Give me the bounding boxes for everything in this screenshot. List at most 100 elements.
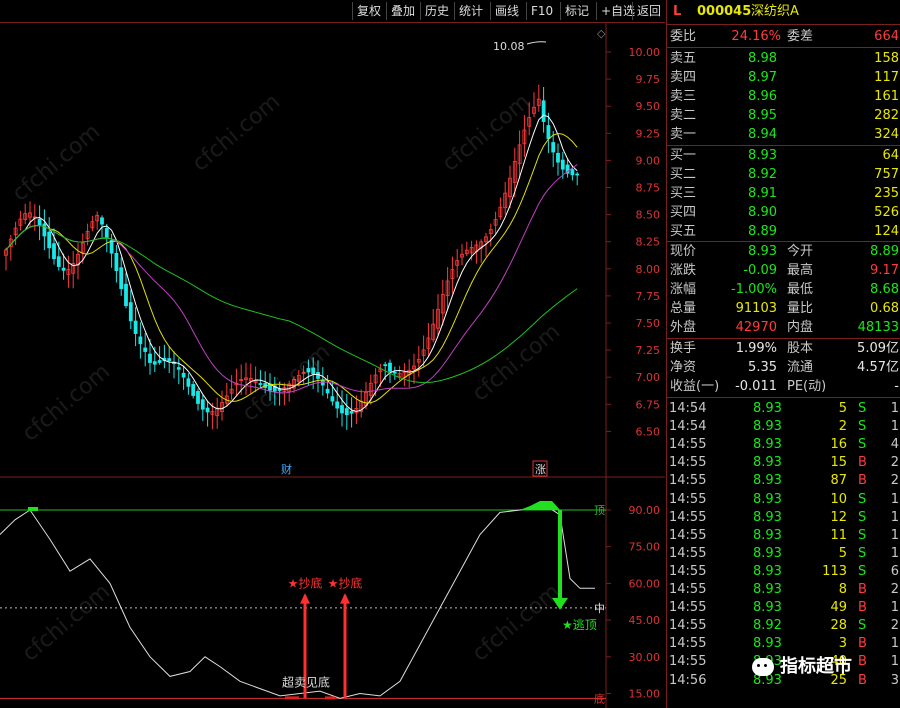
bottom-pick-signal: ★抄底 <box>328 575 363 590</box>
candle-body <box>80 242 85 253</box>
bid-row: 买二 8.92 757 <box>667 166 900 184</box>
fund-value: 4.57亿 <box>857 360 899 375</box>
toolbar-button[interactable]: 标记 <box>560 2 593 20</box>
tick-time: 14:55 <box>669 437 707 453</box>
bottom-hit-marker <box>285 696 299 700</box>
oversold-label: 超卖见底 <box>282 674 330 689</box>
tick-side: S <box>858 419 867 435</box>
tick-count: 1 <box>890 401 899 416</box>
candle-body <box>536 98 541 106</box>
ask-price: 8.94 <box>748 127 777 142</box>
toolbar-button[interactable]: +自选 <box>596 2 639 20</box>
candle-body <box>104 228 109 238</box>
stat-label: 涨跌 <box>670 263 697 278</box>
toolbar-button[interactable]: 统计 <box>454 2 487 20</box>
tick-time: 14:55 <box>669 509 707 525</box>
separator <box>667 397 900 398</box>
bid-volume: 235 <box>874 186 899 201</box>
ask-row: 卖二 8.95 282 <box>667 107 900 125</box>
price-tick-label: 8.50 <box>636 209 661 222</box>
fundamental-row: 净资 5.35 流通 4.57亿 <box>667 359 900 377</box>
toolbar-button[interactable]: F10 <box>526 2 557 20</box>
candle-body <box>431 323 436 341</box>
candle-body <box>292 379 296 389</box>
tick-volume: 5 <box>838 545 847 561</box>
tick-volume: 10 <box>830 491 847 507</box>
candle-body <box>565 164 570 174</box>
candle-body <box>152 361 157 365</box>
tick-count: 2 <box>890 582 899 597</box>
candle-body <box>13 227 18 236</box>
toolbar-button[interactable]: 画线 <box>490 2 523 20</box>
ask-price: 8.98 <box>748 51 777 66</box>
tick-count: 1 <box>890 509 899 525</box>
tick-row: 14:55 8.93 15 B 2 <box>667 454 900 472</box>
tick-price: 8.93 <box>753 509 782 525</box>
candle-body <box>325 388 330 394</box>
tick-side: B <box>858 654 867 670</box>
tick-row: 14:55 8.93 5 S 1 <box>667 545 900 563</box>
tick-count: 1 <box>890 419 899 435</box>
chart-area[interactable]: ◇ 10.00 9.75 9.50 9.25 9.00 8.75 8.50 8.25 8.00 7.… <box>0 22 665 708</box>
toolbar-button[interactable]: 叠加 <box>386 2 419 20</box>
tick-price: 8.93 <box>753 401 782 416</box>
tick-row: 14:56 8.93 25 B 3 <box>667 672 900 690</box>
tick-row: 14:54 8.93 5 S 1 <box>667 400 900 418</box>
price-tick-label: 7.50 <box>636 317 661 330</box>
fund-label: PE(动) <box>787 379 827 394</box>
candle-body <box>124 283 128 307</box>
candle-body <box>215 407 220 417</box>
tick-time: 14:55 <box>669 636 707 652</box>
candle-body <box>28 212 32 218</box>
toolbar-button[interactable]: 返回 <box>632 2 665 20</box>
fund-label: 收益(一) <box>670 379 720 394</box>
tick-price: 8.93 <box>753 419 782 435</box>
candle-body <box>522 129 527 145</box>
stat-value: -1.00% <box>731 282 777 297</box>
tick-volume: 25 <box>830 672 847 688</box>
candle-body <box>493 219 498 226</box>
candle-body <box>196 390 200 404</box>
candle-body <box>109 240 114 254</box>
diamond-icon: ◇ <box>597 27 606 40</box>
candle-body <box>551 142 556 153</box>
stat-label: 最高 <box>787 263 814 278</box>
kline-chart-svg[interactable]: ◇ 10.00 9.75 9.50 9.25 9.00 8.75 8.50 8.25 8.00 7.… <box>0 22 665 708</box>
fund-value: 5.09亿 <box>857 341 899 356</box>
stat-label: 总量 <box>670 301 697 316</box>
candle-body <box>133 320 138 334</box>
tick-volume: 87 <box>830 473 847 489</box>
separator <box>667 24 900 25</box>
fundamental-row: 换手 1.99% 股本 5.09亿 <box>667 340 900 358</box>
weicha-value: 664 <box>874 29 899 44</box>
separator <box>667 338 900 339</box>
candle-body <box>484 236 488 243</box>
weibi-value: 24.16% <box>731 29 781 44</box>
candle-body <box>512 161 517 183</box>
tick-count: 4 <box>890 437 899 453</box>
top-hit-marker <box>520 501 560 510</box>
tick-volume: 3 <box>838 636 847 652</box>
candle-body <box>52 243 56 260</box>
stock-name: 深纺织A <box>751 4 799 19</box>
tick-row: 14:55 8.93 16 S 4 <box>667 436 900 454</box>
candle-body <box>335 401 340 409</box>
toolbar-button[interactable]: 历史 <box>420 2 453 20</box>
moving-average-line <box>5 224 578 384</box>
candle-body <box>253 380 258 384</box>
tick-time: 14:55 <box>669 455 707 471</box>
ask-row: 卖五 8.98 158 <box>667 50 900 68</box>
stat-row: 涨幅 -1.00% 最低 8.68 <box>667 281 900 299</box>
toolbar-button[interactable]: 复权 <box>352 2 385 20</box>
quote-panel: L 000045 深纺织A 委比 24.16% 委差 664 卖五 8.98 158… <box>666 0 900 708</box>
stock-header: L 000045 深纺织A <box>667 3 900 21</box>
bid-volume: 526 <box>874 205 899 220</box>
bid-volume: 124 <box>874 224 899 239</box>
diagonal-watermark: cfchi.com <box>188 89 285 176</box>
tick-count: 1 <box>890 636 899 652</box>
tick-time: 14:55 <box>669 582 707 597</box>
bottom-hit-marker <box>325 696 335 700</box>
ask-row: 卖四 8.97 117 <box>667 69 900 87</box>
tick-volume: 40 <box>830 654 847 670</box>
price-tick-label: 8.25 <box>636 236 661 249</box>
